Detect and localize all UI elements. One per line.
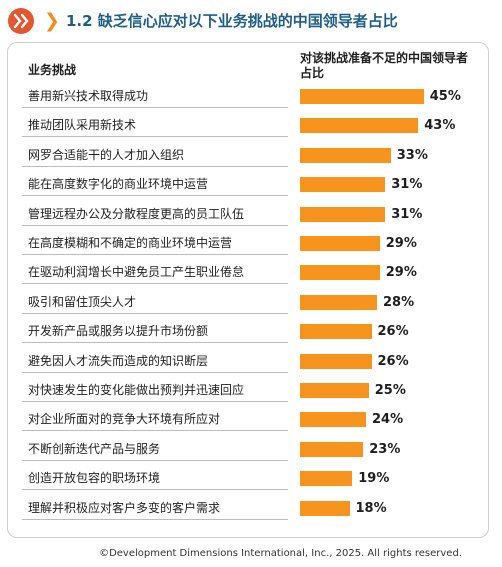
row-divider xyxy=(22,136,288,138)
row-divider xyxy=(22,195,288,197)
bar xyxy=(300,441,364,457)
row-divider xyxy=(22,312,288,314)
value-label: 31% xyxy=(391,206,423,222)
row-divider xyxy=(22,107,288,108)
row-divider xyxy=(22,283,288,285)
bar xyxy=(300,147,391,163)
value-column-header: 对该挑战准备不足的中国领导者占比 xyxy=(300,51,469,80)
bar xyxy=(300,265,380,281)
bar xyxy=(300,294,377,310)
bar xyxy=(300,412,366,428)
value-label: 24% xyxy=(372,412,404,428)
value-label: 31% xyxy=(391,177,423,193)
value-label: 26% xyxy=(377,324,409,340)
row-divider xyxy=(22,401,288,402)
row-divider xyxy=(22,518,288,520)
row-divider xyxy=(22,224,288,226)
row-divider xyxy=(22,342,288,344)
value-label: 25% xyxy=(374,383,406,398)
value-label: 23% xyxy=(369,441,401,457)
copyright-footer: ©Development Dimensions International, I… xyxy=(99,548,462,559)
header: ❯ 1.2 缺乏信心应对以下业务挑战的中国领导者占比 xyxy=(6,6,496,36)
category-column-header: 业务挑战 xyxy=(28,63,77,77)
row-divider xyxy=(22,254,288,255)
category-label: 对企业所面对的竞争大环境有所应对 xyxy=(28,412,221,427)
row-divider xyxy=(22,489,288,491)
value-label: 29% xyxy=(385,265,417,281)
category-label: 能在高度数字化的商业环境中运营 xyxy=(28,177,209,192)
category-label: 网罗合适能干的人才加入组织 xyxy=(28,147,185,162)
category-label: 避免因人才流失而造成的知识断层 xyxy=(28,353,209,368)
bar xyxy=(300,500,350,516)
category-label: 理解并积极应对客户多变的客户需求 xyxy=(28,500,221,515)
category-label: 推动团队采用新技术 xyxy=(28,118,137,133)
value-label: 28% xyxy=(383,294,415,310)
bar xyxy=(300,324,372,340)
category-label: 不断创新迭代产品与服务 xyxy=(28,441,161,456)
bar xyxy=(300,471,353,487)
bar xyxy=(300,236,380,251)
chart-title: 1.2 缺乏信心应对以下业务挑战的中国领导者占比 xyxy=(66,12,398,30)
row-divider xyxy=(22,165,288,167)
bar xyxy=(300,353,372,369)
category-label: 管理远程办公及分散程度更高的员工队伍 xyxy=(28,206,245,221)
category-label: 吸引和留住顶尖人才 xyxy=(28,294,137,309)
value-label: 26% xyxy=(377,353,409,369)
value-label: 33% xyxy=(396,147,428,163)
category-label: 对快速发生的变化能做出预判并迅速回应 xyxy=(28,383,245,397)
category-label: 在驱动利润增长中避免员工产生职业倦怠 xyxy=(28,265,245,280)
chinese-character-logo-icon xyxy=(8,8,34,34)
category-label: 开发新产品或服务以提升市场份额 xyxy=(28,324,209,339)
category-label: 善用新兴技术取得成功 xyxy=(28,89,149,103)
row-divider xyxy=(22,430,288,432)
value-label: 43% xyxy=(424,118,456,134)
value-label: 45% xyxy=(429,89,461,104)
bar xyxy=(300,206,386,222)
bar xyxy=(300,89,424,104)
row-divider xyxy=(22,459,288,461)
bar xyxy=(300,118,419,134)
category-label: 创造开放包容的职场环境 xyxy=(28,471,161,486)
chevron-right-icon: ❯ xyxy=(44,10,60,32)
bar xyxy=(300,383,369,398)
category-label: 在高度模糊和不确定的商业环境中运营 xyxy=(28,236,233,250)
value-label: 19% xyxy=(358,471,390,487)
value-label: 18% xyxy=(355,500,387,516)
row-divider xyxy=(22,371,288,373)
value-label: 29% xyxy=(385,236,417,251)
bar xyxy=(300,177,386,193)
chart-card xyxy=(7,42,489,538)
